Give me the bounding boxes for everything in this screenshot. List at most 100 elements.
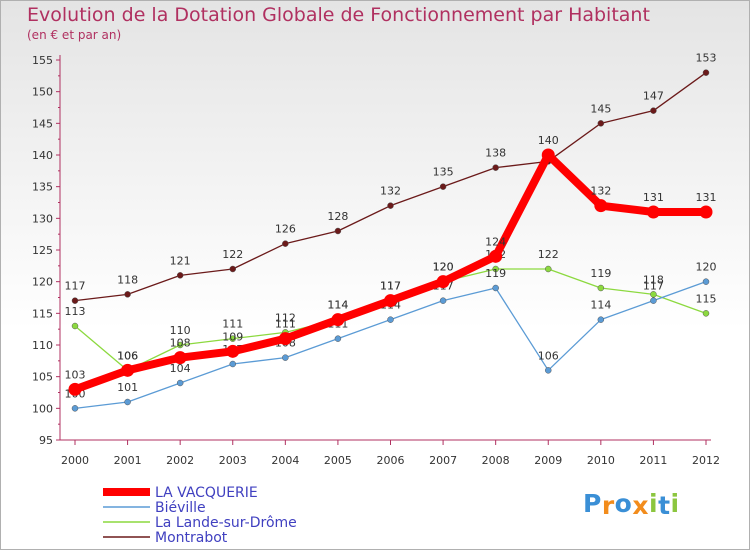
x-tick-label: 2003 [219,454,247,467]
logo-letter: i [649,489,659,518]
data-point-la-lande-sur-drome [702,310,710,317]
x-tick-label: 2008 [482,454,510,467]
x-tick-label: 2001 [114,454,142,467]
data-point-la-vacquerie [384,294,397,308]
data-point-bieville [650,297,657,304]
data-label-montrabot: 135 [433,166,454,179]
data-point-montrabot [334,227,342,235]
data-label-la-vacquerie: 108 [170,337,191,350]
x-tick-label: 2005 [324,454,352,467]
y-tick-label: 155 [32,54,53,67]
legend-label-montrabot: Montrabot [155,530,228,546]
legend-label-bieville: Biéville [155,500,206,516]
data-label-la-lande-sur-drome: 114 [327,299,348,312]
data-point-bieville [439,297,447,304]
data-point-montrabot [387,202,394,209]
data-label-la-vacquerie: 140 [538,134,559,147]
chart-title: Evolution de la Dotation Globale de Fonc… [27,4,650,26]
logo-letter: i [670,489,680,518]
data-point-bieville [597,316,605,323]
data-label-la-lande-sur-drome: 106 [117,349,138,362]
data-point-la-lande-sur-drome [597,284,605,292]
data-point-la-vacquerie [646,205,660,219]
data-label-montrabot: 121 [170,254,191,267]
data-label-la-vacquerie: 120 [433,261,454,274]
data-label-la-vacquerie: 124 [485,235,506,248]
chart-subtitle: (en € et par an) [27,28,122,42]
data-label-la-vacquerie: 131 [696,191,717,204]
data-point-bieville [545,367,552,374]
data-point-montrabot [702,69,710,76]
y-tick-label: 135 [32,181,53,194]
data-point-la-vacquerie [594,199,608,213]
data-label-la-vacquerie: 103 [65,368,86,381]
data-point-bieville [334,335,342,342]
data-point-bieville [282,354,289,361]
y-tick-label: 115 [32,307,53,320]
data-label-montrabot: 145 [590,102,611,115]
data-label-la-lande-sur-drome: 110 [170,324,191,337]
data-point-la-vacquerie [278,332,292,346]
data-label-la-lande-sur-drome: 115 [696,292,717,305]
data-point-la-lande-sur-drome [650,291,657,298]
data-label-montrabot: 117 [65,280,86,293]
data-label-bieville: 104 [170,362,191,375]
y-tick-label: 140 [32,149,53,162]
data-point-bieville [387,316,394,323]
data-label-montrabot: 153 [696,52,717,65]
data-label-montrabot: 132 [380,185,401,198]
data-label-montrabot: 126 [275,223,296,236]
data-point-la-vacquerie [173,351,187,365]
legend-label-la-vacquerie: LA VACQUERIE [155,485,258,501]
data-point-montrabot [282,240,289,247]
logo-letter: t [658,491,671,520]
data-point-montrabot [176,272,184,279]
x-tick-label: 2011 [639,454,667,467]
data-point-la-vacquerie [541,148,555,162]
data-point-bieville [71,405,79,412]
data-point-bieville [229,360,236,368]
data-label-la-vacquerie: 111 [275,318,296,331]
data-label-montrabot: 122 [222,248,243,261]
data-point-bieville [176,379,184,387]
data-point-bieville [124,398,131,406]
x-tick-label: 2012 [692,454,720,467]
data-label-la-lande-sur-drome: 111 [222,318,243,331]
data-point-la-vacquerie [121,363,135,377]
data-point-la-lande-sur-drome [176,341,184,349]
x-tick-label: 2000 [61,454,89,467]
data-label-la-lande-sur-drome: 117 [380,280,401,293]
data-point-la-lande-sur-drome [545,265,552,273]
data-point-bieville [702,278,710,285]
data-label-la-vacquerie: 131 [643,191,664,204]
data-point-montrabot [71,297,79,304]
data-label-bieville: 117 [643,280,664,293]
data-label-la-lande-sur-drome: 118 [643,273,664,286]
data-point-la-lande-sur-drome [492,265,499,273]
logo-letter: P [583,489,602,518]
x-tick-label: 2009 [534,454,562,467]
y-tick-label: 120 [32,276,53,289]
y-tick-label: 110 [32,339,53,352]
data-point-montrabot [124,291,131,298]
data-label-montrabot: 147 [643,90,664,103]
data-point-montrabot [650,107,657,114]
y-tick-label: 100 [32,402,53,415]
data-point-la-lande-sur-drome [71,322,79,330]
y-tick-label: 125 [32,244,53,257]
x-tick-label: 2004 [271,454,299,467]
data-label-la-vacquerie: 117 [380,280,401,293]
data-label-bieville: 119 [485,267,506,280]
y-tick-label: 105 [32,371,53,384]
x-tick-label: 2007 [429,454,457,467]
data-point-la-vacquerie [226,344,240,358]
data-label-la-lande-sur-drome: 119 [590,267,611,280]
data-point-la-vacquerie [436,275,450,289]
data-label-la-lande-sur-drome: 113 [65,305,86,318]
data-label-la-vacquerie: 132 [590,185,611,198]
data-label-la-vacquerie: 106 [117,349,138,362]
data-point-la-lande-sur-drome [229,335,236,342]
x-tick-label: 2002 [166,454,194,467]
data-label-bieville: 114 [590,299,611,312]
